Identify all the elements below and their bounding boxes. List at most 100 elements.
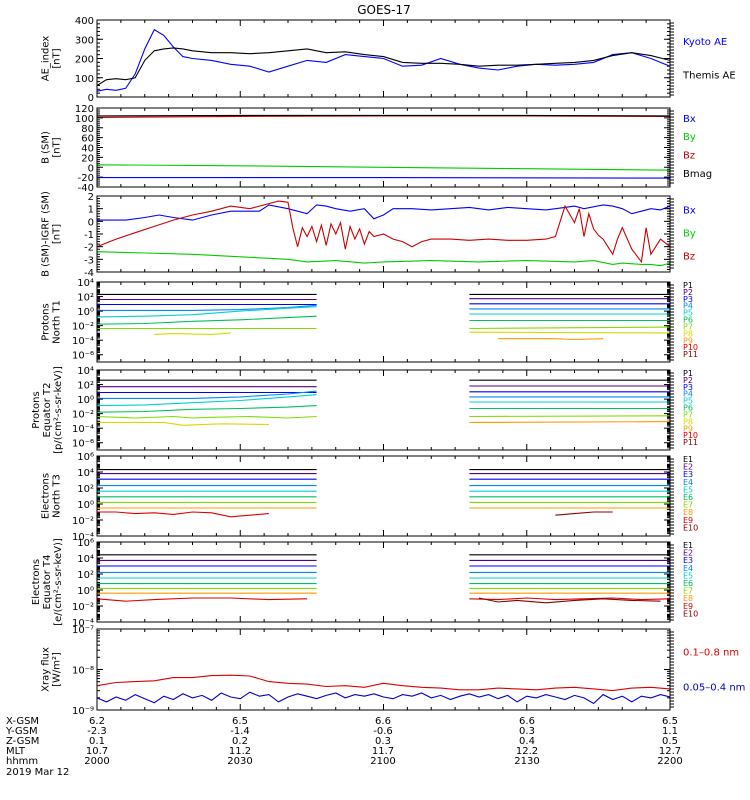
footer-date: 2019 Mar 12 [6,767,69,778]
footer-value: 6.5 [662,716,678,727]
series-line [97,597,308,602]
legend-entry: E10 [683,609,698,618]
y-tick-label: 10⁰ [77,500,94,511]
series-line [469,597,670,601]
legend-entry: Bz [683,151,695,162]
panel-frame [96,541,671,623]
legend-entry: P8 [683,329,693,338]
series-line [469,415,670,418]
plot-area [97,554,670,604]
y-tick-label: 10⁻⁶ [72,439,94,450]
footer-value: -0.6 [373,726,393,737]
legend-entry: E10 [683,523,698,532]
y-axis-label: North T3 [52,474,63,518]
series-line [97,511,269,518]
y-tick-label: 10⁻² [72,410,94,421]
y-tick-label: 10⁴ [77,278,94,289]
y-axis-label: Equator T2 [42,383,53,438]
legend-entry: Bx [683,205,696,216]
series-line [97,304,317,311]
y-tick-label: -4 [84,268,94,279]
footer-value: 11.2 [229,746,251,757]
y-tick-label: 10⁻⁷ [72,625,94,636]
y-tick-label: 10⁻² [72,602,94,613]
legend-entry: P8 [683,417,693,426]
legend-entry: By [683,132,696,143]
y-tick-label: -40 [78,183,94,194]
footer-value: 11.7 [372,746,394,757]
y-tick-label: 10⁴ [77,554,94,565]
footer-value: 2130 [514,756,539,767]
series-line [498,338,604,341]
series-line [555,511,613,516]
series-line [154,332,231,335]
y-axis-label: Electrons [41,473,52,519]
panel-3: -4 -3-2 -1 01 2 B (SM)-IGRF (SM) [nT] Bx By Bz [41,191,696,279]
legend-entry: E8 [683,508,693,517]
series-line [97,28,670,92]
series-line [97,164,670,171]
legend-entry: E4 [683,564,693,573]
plot-area [97,200,670,267]
y-axis-label: Protons [41,303,52,340]
legend-entry: E6 [683,579,693,588]
legend-entry: E3 [683,556,693,565]
legend-entry: P1 [683,369,693,378]
legend-entry: P2 [683,376,693,385]
legend-entry: Bx [683,114,696,125]
footer-row-label: Z-GSM [6,736,39,747]
legend-entry: E1 [683,541,693,550]
plot-area [97,469,670,518]
legend-entry: P9 [683,336,693,345]
edge-ticks [670,110,674,184]
legend-entry: P2 [683,288,693,297]
y-tick-label: 60 [81,134,94,145]
panel-5: 10⁻⁶ 10⁻⁴ 10⁻² 10⁰ 10² 10⁴ Protons Equator T2 [p… [31,366,698,454]
legend-entry: E1 [683,455,693,464]
y-tick-label: 300 [75,35,94,46]
legend-entry: P11 [683,438,698,447]
y-tick-label: 10² [77,484,94,495]
y-axis-label: [nT] [52,224,63,244]
series-line [469,326,670,330]
legend-entry: E5 [683,485,693,494]
legend-entry: By [683,228,696,239]
footer-value: 0.3 [519,726,535,737]
y-tick-label: 10⁰ [77,395,94,406]
y-axis-label: B (SM)-IGRF (SM) [41,191,52,277]
y-tick-label: 200 [75,55,94,66]
legend-entry: P3 [683,295,693,304]
legend-entry: P10 [683,343,698,352]
y-tick-label: 10⁶ [77,452,94,463]
panel-frame [96,107,671,188]
y-tick-label: 40 [81,144,94,155]
y-tick-label: 10⁰ [77,586,94,597]
y-tick-label: 100 [75,74,94,85]
legend-entry: Themis AE [682,71,736,82]
legend-entry: E3 [683,470,693,479]
footer-value: 0.2 [232,736,248,747]
y-axis-label: Equator T4 [42,555,53,610]
plot-area [97,674,670,705]
y-tick-label: 10⁻⁴ [72,618,94,629]
footer-value: -2.3 [87,726,107,737]
legend-entry: E9 [683,602,693,611]
y-axis-label: [p/(cm²-s-sr-keV)] [53,366,64,454]
legend-entry: E6 [683,493,693,502]
footer-value: 12.2 [516,746,538,757]
series-line [97,691,670,705]
legend-entry: P3 [683,383,693,392]
panel-frame [96,281,671,363]
edge-ticks [670,544,674,621]
series-line [97,415,317,419]
legend-entry: E7 [683,587,693,596]
footer-row-label: MLT [6,746,26,757]
axis-ticks [96,541,671,622]
legend-entry: P10 [683,431,698,440]
legend-entry: P7 [683,410,693,419]
y-tick-label: 10⁻⁸ [72,666,94,677]
legend-entry: E4 [683,478,693,487]
series-line [97,204,670,221]
y-tick-label: 10⁻² [72,322,94,333]
